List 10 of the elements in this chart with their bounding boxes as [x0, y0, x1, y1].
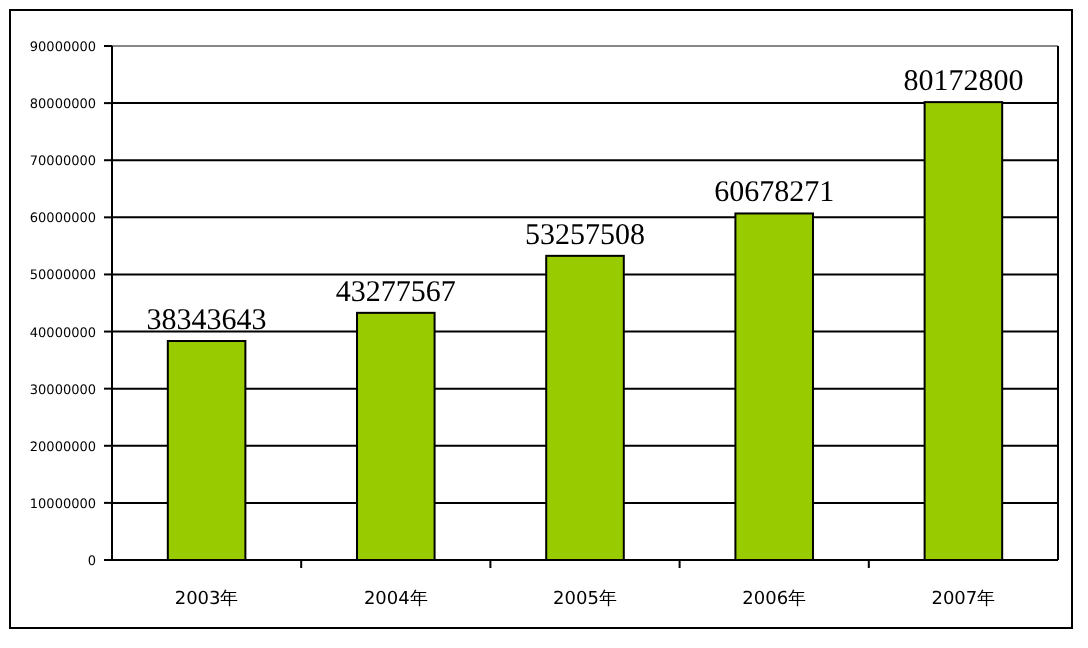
data-label: 53257508 [525, 219, 645, 252]
data-label: 80172800 [903, 66, 1024, 99]
x-tick-label: 2006年 [742, 588, 807, 610]
data-label: 60678271 [714, 177, 835, 210]
x-tick-label: 2004年 [363, 588, 428, 610]
x-tick-label: 2003年 [174, 588, 239, 610]
data-label: 38343643 [146, 305, 267, 338]
x-tick-label: 2007年 [931, 588, 996, 610]
x-tick-label: 2005年 [553, 588, 617, 610]
data-label: 43277567 [335, 276, 457, 309]
